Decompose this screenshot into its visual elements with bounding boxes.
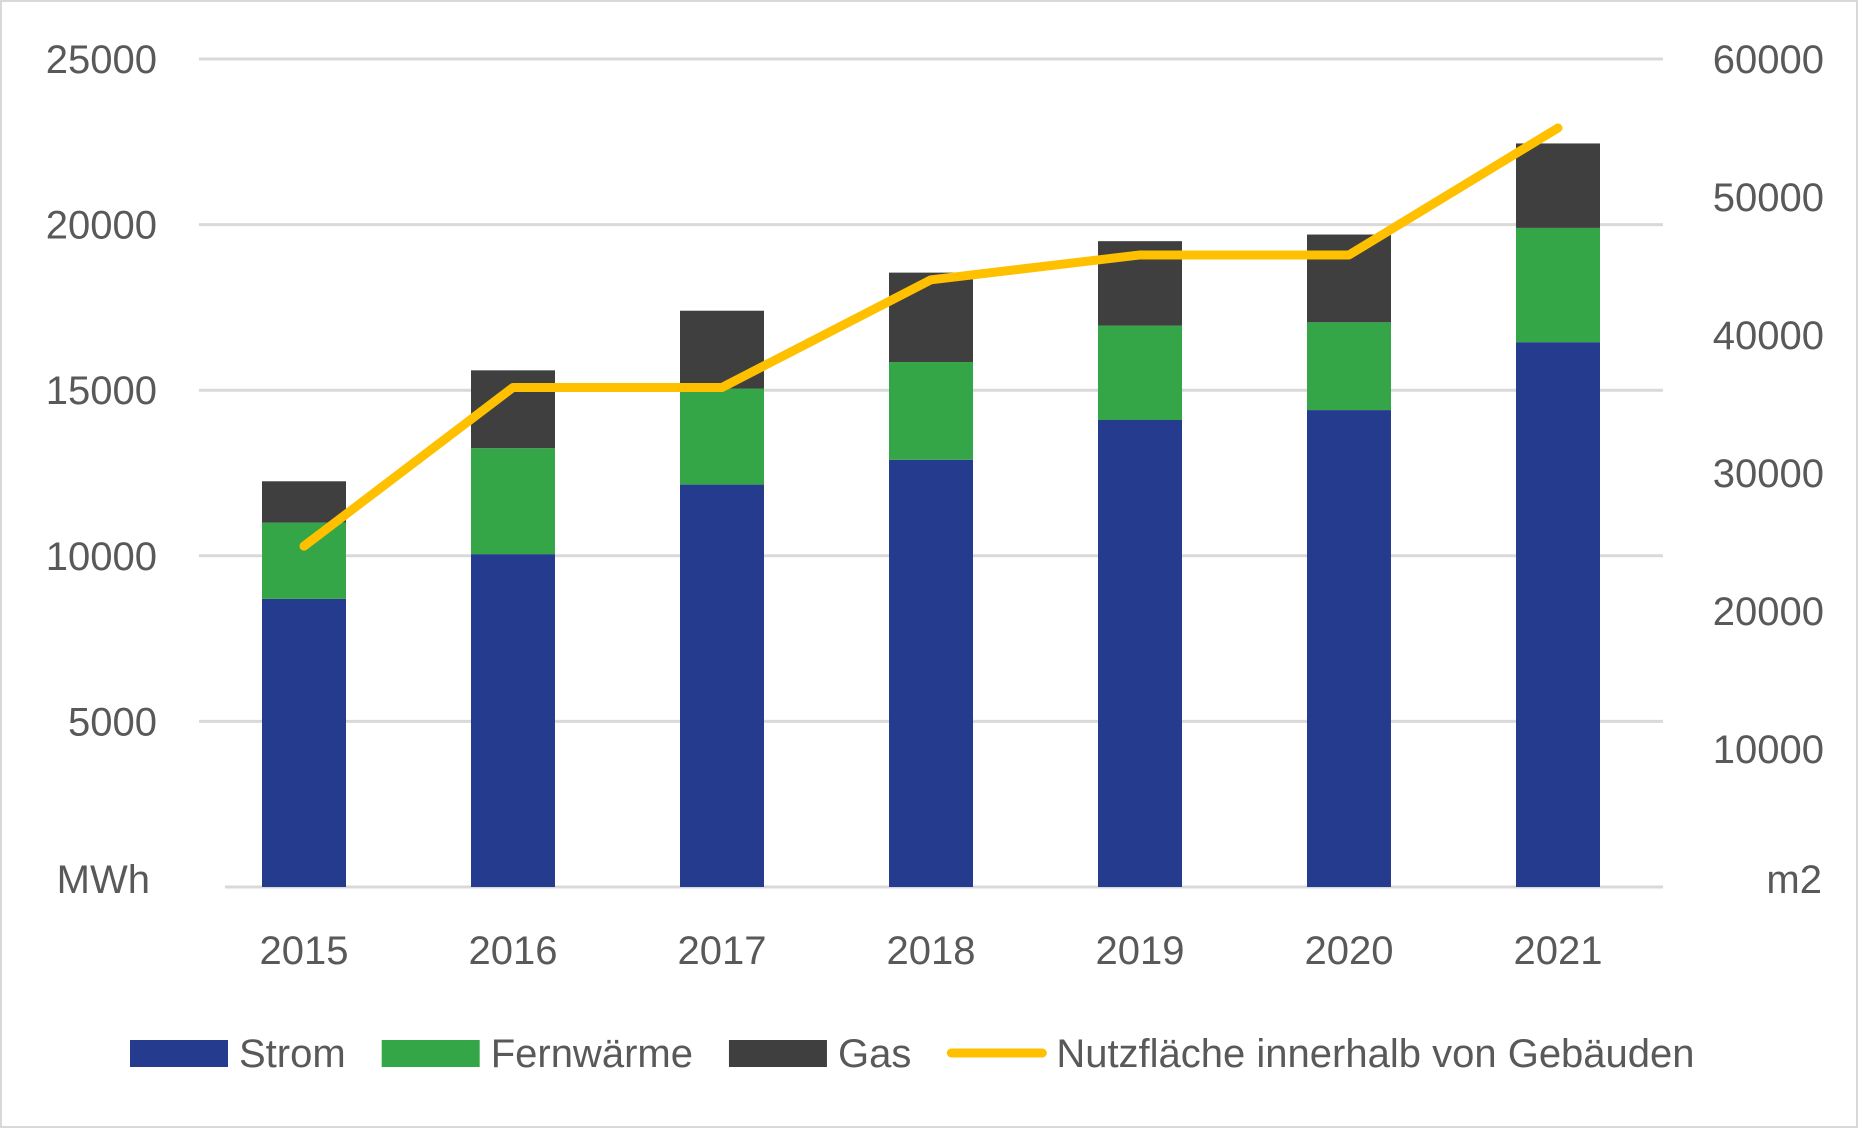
stacked-bars [262,143,1600,887]
right-tick-label: 10000 [1713,728,1824,772]
bar-strom-2016 [471,554,555,887]
bar-fernw-rme-2016 [471,448,555,555]
legend-label: Nutzfläche innerhalb von Gebäuden [1056,1032,1694,1076]
bar-fernw-rme-2021 [1516,227,1600,343]
bar-strom-2020 [1307,410,1391,887]
legend-swatch [728,1040,827,1067]
bar-gas-2020 [1307,234,1391,323]
x-axis: 2015 2016 2017 2018 2019 2020 2021 [260,929,1603,973]
bar-gas-2021 [1516,143,1600,228]
bar-strom-2021 [1516,342,1600,887]
x-tick-label: 2017 [678,929,767,973]
left-tick-label: 10000 [46,535,157,579]
right-tick-label: 60000 [1713,38,1824,82]
bar-fernw-rme-2017 [680,388,764,485]
legend-swatch [381,1040,480,1067]
right-axis-label: m2 [1766,858,1822,902]
left-tick-label: 25000 [46,38,157,82]
right-tick-label: 30000 [1713,452,1824,496]
right-axis: m2 10000 20000 30000 40000 50000 60000 [1713,38,1824,902]
bar-fernw-rme-2019 [1098,325,1182,421]
legend-label: Fernwärme [491,1032,693,1076]
x-tick-label: 2016 [469,929,558,973]
legend: Strom Fernwärme Gas Nutzfläche innerhalb vo… [130,1032,1695,1076]
bar-fernw-rme-2020 [1307,322,1391,411]
left-tick-label: 5000 [68,700,157,744]
bar-strom-2019 [1098,420,1182,887]
left-axis-label: MWh [57,858,150,902]
right-tick-label: 40000 [1713,314,1824,358]
x-tick-label: 2019 [1096,929,1185,973]
legend-label: Strom [239,1032,346,1076]
right-tick-label: 20000 [1713,590,1824,634]
area-line [299,123,1563,551]
legend-label: Gas [838,1032,911,1076]
x-tick-label: 2018 [887,929,976,973]
left-axis: MWh 5000 10000 15000 20000 25000 [46,38,157,902]
left-tick-label: 20000 [46,204,157,248]
x-tick-label: 2021 [1514,929,1603,973]
bar-gas-2018 [889,272,973,363]
legend-swatch [130,1040,228,1067]
bar-strom-2018 [889,459,973,887]
right-tick-label: 50000 [1713,176,1824,220]
bar-fernw-rme-2015 [262,522,346,599]
x-tick-label: 2020 [1305,929,1394,973]
bar-strom-2017 [680,484,764,887]
bar-gas-2015 [262,481,346,523]
bar-fernw-rme-2018 [889,362,973,460]
x-tick-label: 2015 [260,929,349,973]
bar-strom-2015 [262,598,346,887]
left-tick-label: 15000 [46,369,157,413]
